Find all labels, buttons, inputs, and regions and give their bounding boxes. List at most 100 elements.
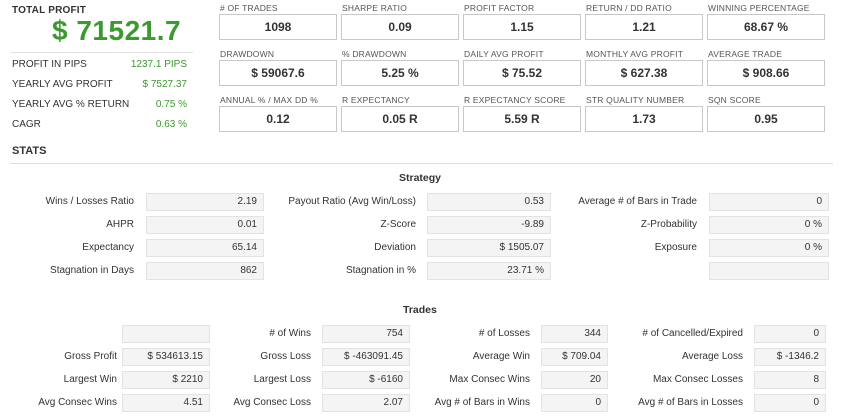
trades-value: 20: [541, 371, 608, 389]
metric-label-drawdown: DRAWDOWN: [220, 49, 275, 59]
metric-value-pct-drawdown: 5.25 %: [341, 60, 459, 86]
metric-value-winning-percentage: 68.67 %: [707, 14, 825, 40]
strategy-value: 23.71 %: [427, 262, 551, 280]
trades-label: Gross Loss: [260, 351, 311, 362]
strategy-value: 0.01: [146, 216, 264, 234]
summary-value: 1237.1 PIPS: [130, 59, 187, 70]
metric-label-winning-percentage: WINNING PERCENTAGE: [708, 3, 810, 13]
strategy-section-title: Strategy: [399, 172, 442, 184]
metric-label-daily-avg-profit: DAILY AVG PROFIT: [464, 49, 544, 59]
trades-label: # of Cancelled/Expired: [642, 328, 743, 339]
strategy-label: Payout Ratio (Avg Win/Loss): [288, 196, 416, 207]
metric-label-sharpe-ratio: SHARPE RATIO: [342, 3, 408, 13]
strategy-value: 0.53: [427, 193, 551, 211]
trades-value: 0: [541, 394, 608, 412]
trades-value: 0: [754, 394, 826, 412]
trades-value: 754: [322, 325, 410, 343]
metric-label-annual-max-dd: ANNUAL % / MAX DD %: [220, 95, 318, 105]
metric-label-return-dd-ratio: RETURN / DD RATIO: [586, 3, 672, 13]
trades-label: Average Win: [472, 351, 530, 362]
metric-value-monthly-avg-profit: $ 627.38: [585, 60, 703, 86]
strategy-label: Stagnation in %: [345, 265, 416, 276]
strategy-value: 65.14: [146, 239, 264, 257]
summary-value: 0.75 %: [155, 99, 187, 110]
trades-value: $ 2210: [122, 371, 210, 389]
trades-value: $ 534613.15: [122, 348, 210, 366]
summary-row-yearly-avg-return: YEARLY AVG % RETURN 0.75 %: [12, 99, 187, 117]
strategy-value: [709, 262, 829, 280]
summary-label: YEARLY AVG % RETURN: [12, 99, 130, 110]
metric-value-annual-max-dd: 0.12: [219, 106, 337, 132]
trades-label: Max Consec Losses: [652, 374, 743, 385]
metric-value-trades: 1098: [219, 14, 337, 40]
trades-label: # of Wins: [269, 328, 311, 339]
strategy-value: -9.89: [427, 216, 551, 234]
trades-label: Largest Loss: [253, 374, 311, 385]
strategy-label: Z-Score: [380, 219, 416, 230]
trades-label: Gross Profit: [64, 351, 117, 362]
trades-value: $ 709.04: [541, 348, 608, 366]
strategy-label: Stagnation in Days: [50, 265, 134, 276]
metric-value-sharpe-ratio: 0.09: [341, 14, 459, 40]
metric-label-average-trade: AVERAGE TRADE: [708, 49, 783, 59]
trades-section-title: Trades: [403, 304, 437, 316]
summary-label: CAGR: [12, 119, 41, 130]
trades-value: 0: [754, 325, 826, 343]
metric-value-str-quality-number: 1.73: [585, 106, 703, 132]
stats-divider: [10, 163, 833, 164]
trades-label: Max Consec Wins: [449, 374, 530, 385]
strategy-label: Exposure: [654, 242, 697, 253]
trades-value: 344: [541, 325, 608, 343]
strategy-label: AHPR: [106, 219, 134, 230]
trades-value: $ -6160: [322, 371, 410, 389]
strategy-value: $ 1505.07: [427, 239, 551, 257]
strategy-value: 0: [709, 193, 829, 211]
strategy-label: Z-Probability: [640, 219, 697, 230]
total-profit-title: TOTAL PROFIT: [12, 5, 87, 16]
trades-value: $ -463091.45: [322, 348, 410, 366]
trades-value: $ -1346.2: [754, 348, 826, 366]
metric-value-daily-avg-profit: $ 75.52: [463, 60, 581, 86]
trades-label: Average Loss: [682, 351, 743, 362]
strategy-value: 0 %: [709, 216, 829, 234]
summary-row-yearly-avg-profit: YEARLY AVG PROFIT $ 7527.37: [12, 79, 187, 97]
trades-label: Avg Consec Loss: [233, 397, 311, 408]
metric-label-pct-drawdown: % DRAWDOWN: [342, 49, 407, 59]
metric-value-sqn-score: 0.95: [707, 106, 825, 132]
metric-value-drawdown: $ 59067.6: [219, 60, 337, 86]
metric-value-r-expectancy-score: 5.59 R: [463, 106, 581, 132]
trades-label: Avg # of Bars in Wins: [434, 397, 530, 408]
metric-label-profit-factor: PROFIT FACTOR: [464, 3, 535, 13]
metric-value-r-expectancy: 0.05 R: [341, 106, 459, 132]
strategy-label: Average # of Bars in Trade: [578, 196, 697, 207]
trades-value: 4.51: [122, 394, 210, 412]
stats-title: STATS: [12, 145, 47, 157]
trades-label: # of Losses: [478, 328, 530, 339]
metric-value-profit-factor: 1.15: [463, 14, 581, 40]
metric-label-monthly-avg-profit: MONTHLY AVG PROFIT: [586, 49, 684, 59]
strategy-label: Wins / Losses Ratio: [45, 196, 134, 207]
summary-value: 0.63 %: [155, 119, 187, 130]
trades-label: Largest Win: [63, 374, 117, 385]
strategy-value: 862: [146, 262, 264, 280]
total-profit-value: $ 71521.7: [52, 15, 182, 46]
metric-value-average-trade: $ 908.66: [707, 60, 825, 86]
summary-row-cagr: CAGR 0.63 %: [12, 119, 187, 137]
metric-value-return-dd-ratio: 1.21: [585, 14, 703, 40]
trades-value: [122, 325, 210, 343]
strategy-label: Expectancy: [82, 242, 134, 253]
metric-label-sqn-score: SQN SCORE: [708, 95, 761, 105]
total-profit-divider: [11, 52, 193, 53]
trades-label: Avg # of Bars in Losses: [638, 397, 743, 408]
strategy-value: 0 %: [709, 239, 829, 257]
metric-label-str-quality-number: STR QUALITY NUMBER: [586, 95, 685, 105]
strategy-value: 2.19: [146, 193, 264, 211]
trades-value: 8: [754, 371, 826, 389]
trades-value: 2.07: [322, 394, 410, 412]
summary-value: $ 7527.37: [142, 79, 188, 90]
strategy-label: Deviation: [374, 242, 416, 253]
metric-label-r-expectancy: R EXPECTANCY: [342, 95, 410, 105]
metric-label-trades: # OF TRADES: [220, 3, 278, 13]
summary-label: PROFIT IN PIPS: [12, 59, 87, 70]
trades-label: Avg Consec Wins: [38, 397, 117, 408]
